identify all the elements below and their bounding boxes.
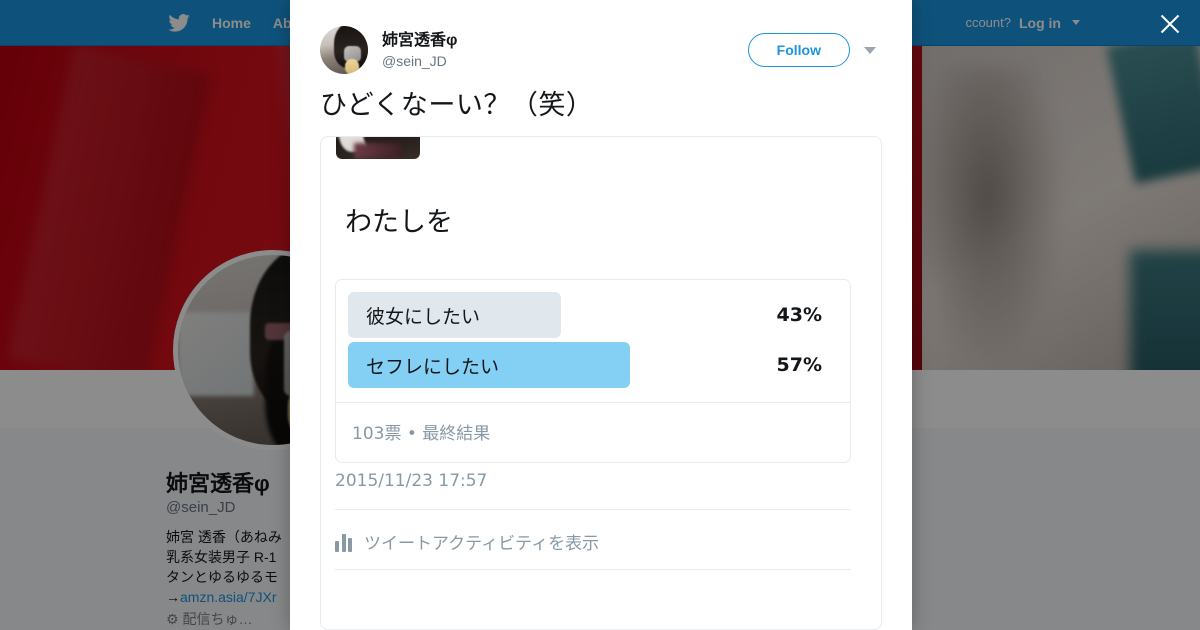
follow-button[interactable]: Follow: [747, 33, 850, 67]
poll-option-label: セフレにしたい: [366, 355, 500, 378]
twitter-bird-icon[interactable]: [168, 13, 190, 32]
poll-question: わたしを: [345, 207, 453, 238]
photo-teal-accent: [1130, 250, 1200, 370]
profile-bio-extra: ⚙ 配信ちゅ…: [166, 610, 253, 627]
divider: [335, 509, 851, 510]
poll-option-bar[interactable]: セフレにしたい: [348, 342, 630, 388]
poll-options: 彼女にしたい 43% セフレにしたい 57%: [336, 280, 850, 402]
modal-user-row: 姉宮透香φ @sein_JD Follow: [320, 26, 882, 74]
background-right-photo: [922, 46, 1200, 370]
user-display-name[interactable]: 姉宮透香φ: [382, 32, 458, 50]
tweet-body-card: わたしを 彼女にしたい 43% セフレにしたい 57% 103票 • 最終結果: [320, 136, 882, 630]
log-in-button[interactable]: Log in: [1019, 14, 1061, 31]
photo-accent-region: [354, 142, 402, 159]
tweet-photo[interactable]: [336, 137, 420, 159]
close-icon[interactable]: [1156, 10, 1184, 38]
bar-chart-icon: [335, 532, 352, 552]
poll-option-percent: 43%: [776, 304, 822, 326]
tweet-activity-label: ツイートアクティビティを表示: [364, 534, 600, 554]
profile-bio-text: 姉宮 透香（あねみ 乳系女装男子 R-1 タンとゆるゆるモ →: [166, 528, 282, 605]
profile-handle: @sein_JD: [166, 498, 236, 516]
chevron-down-icon[interactable]: [864, 46, 876, 54]
photo-shadow: [922, 66, 1072, 370]
navbar-right: ccount? Log in: [965, 15, 1080, 31]
poll-option-bar[interactable]: 彼女にしたい: [348, 292, 561, 338]
poll-footer: 103票 • 最終結果: [336, 402, 850, 462]
tweet-modal: 姉宮透香φ @sein_JD Follow ひどくなーい？（笑） わたしを 彼女…: [290, 0, 912, 630]
tweet-timestamp[interactable]: 2015/11/23 17:57: [335, 471, 488, 491]
poll-option-percent: 57%: [776, 354, 822, 376]
poll: 彼女にしたい 43% セフレにしたい 57% 103票 • 最終結果: [335, 279, 851, 463]
profile-name: 姉宮透香φ: [166, 471, 270, 496]
profile-bio-link[interactable]: amzn.asia/7JXr: [180, 588, 277, 605]
poll-option-label: 彼女にしたい: [366, 305, 481, 328]
tweet-text: ひどくなーい？（笑）: [320, 90, 594, 121]
avatar-doll: [344, 58, 360, 74]
avatar-phone: [344, 46, 362, 63]
profile-bio: 姉宮 透香（あねみ 乳系女装男子 R-1 タンとゆるゆるモ →amzn.asia…: [166, 527, 486, 607]
avatar-mirror: [178, 312, 254, 396]
poll-option-row[interactable]: セフレにしたい 57%: [348, 340, 838, 390]
poll-option-row[interactable]: 彼女にしたい 43%: [348, 290, 838, 340]
login-prompt: ccount?: [965, 15, 1011, 30]
modal-header-actions: Follow: [747, 33, 882, 67]
avatar[interactable]: [320, 26, 368, 74]
caret-down-icon[interactable]: [1072, 20, 1080, 25]
divider: [335, 569, 851, 570]
nav-link-home[interactable]: Home: [212, 14, 251, 31]
modal-header: 姉宮透香φ @sein_JD Follow: [290, 0, 912, 74]
user-meta: 姉宮透香φ @sein_JD: [382, 31, 457, 68]
tweet-activity-link[interactable]: ツイートアクティビティを表示: [335, 529, 599, 554]
user-handle[interactable]: @sein_JD: [382, 52, 447, 69]
profile-info: 姉宮透香φ @sein_JD 姉宮 透香（あねみ 乳系女装男子 R-1 タンとゆ…: [166, 470, 486, 629]
